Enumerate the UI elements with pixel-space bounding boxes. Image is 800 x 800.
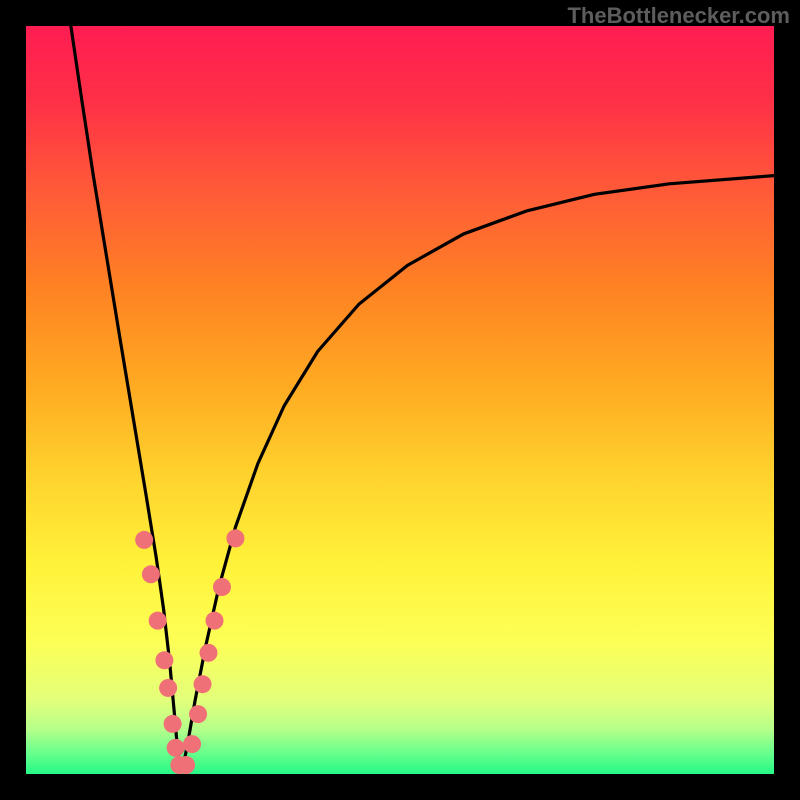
marker-point xyxy=(183,735,201,753)
marker-point xyxy=(149,612,167,630)
marker-point xyxy=(164,715,182,733)
marker-point xyxy=(213,578,231,596)
marker-point xyxy=(167,739,185,757)
marker-point xyxy=(135,531,153,549)
marker-point xyxy=(194,675,212,693)
chart-svg xyxy=(26,26,774,774)
marker-point xyxy=(155,651,173,669)
watermark-text: TheBottlenecker.com xyxy=(567,3,790,29)
marker-point xyxy=(226,529,244,547)
bottleneck-curve xyxy=(71,26,774,767)
marker-point xyxy=(189,705,207,723)
plot-area xyxy=(26,26,774,774)
marker-point xyxy=(159,679,177,697)
marker-point xyxy=(177,756,195,774)
marker-group xyxy=(135,529,244,774)
marker-point xyxy=(206,612,224,630)
chart-frame: TheBottlenecker.com xyxy=(0,0,800,800)
marker-point xyxy=(142,565,160,583)
marker-point xyxy=(200,644,218,662)
